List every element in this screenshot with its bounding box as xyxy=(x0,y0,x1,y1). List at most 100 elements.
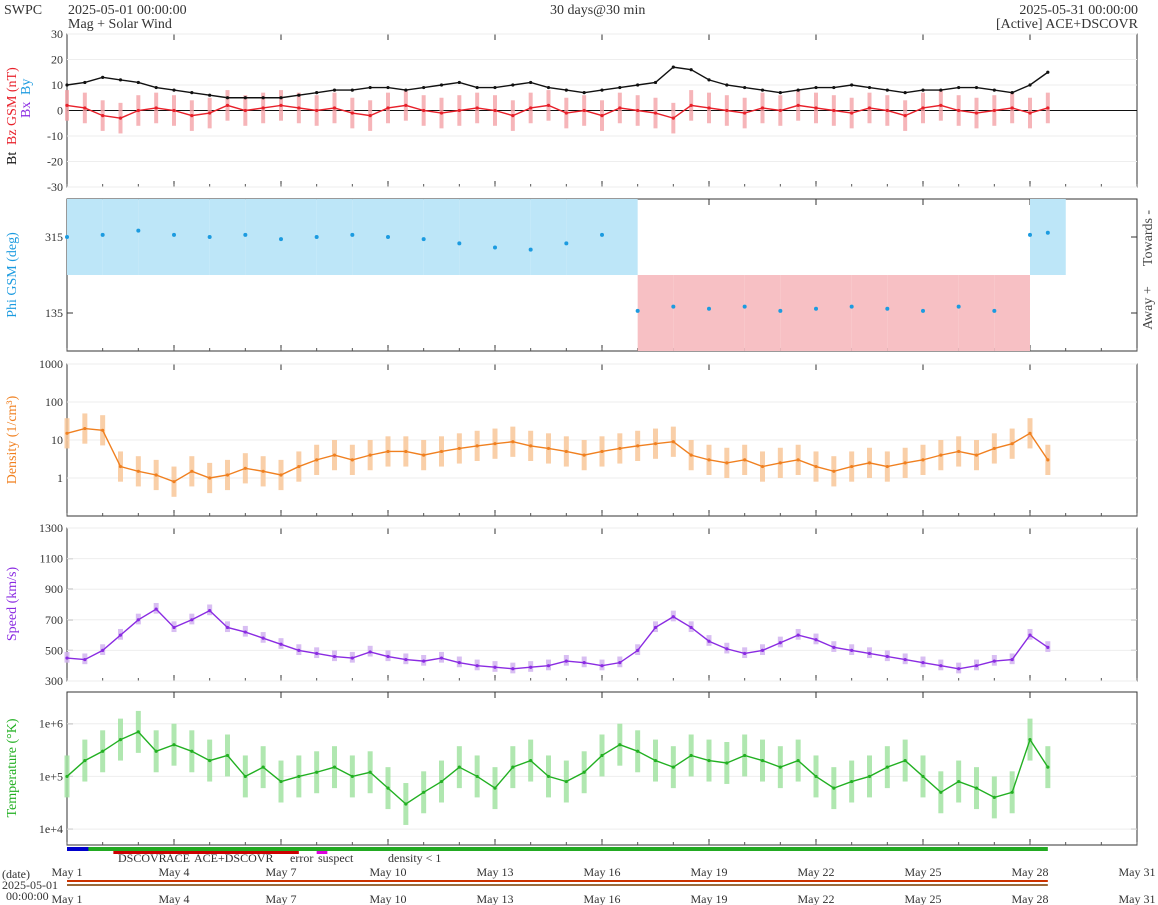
density-point xyxy=(190,469,194,473)
speed-point xyxy=(850,648,854,653)
temp-point xyxy=(368,770,372,774)
bz-point xyxy=(457,108,461,113)
density-point xyxy=(974,453,979,457)
density-point xyxy=(778,461,782,465)
phi-away-band xyxy=(780,275,816,351)
density-point xyxy=(832,469,836,473)
bz-point xyxy=(546,103,551,107)
speed-point xyxy=(636,648,640,653)
speed-point xyxy=(796,633,800,637)
bz-point xyxy=(957,108,961,113)
phi-toward-band xyxy=(174,199,210,275)
bt-point xyxy=(422,85,426,90)
speed-point xyxy=(885,654,889,659)
bz-point xyxy=(404,103,408,107)
phi-point xyxy=(172,232,176,237)
speed-point xyxy=(297,648,301,653)
bz-point xyxy=(618,106,622,110)
legend-ace: ACE xyxy=(166,851,190,865)
density-point xyxy=(957,449,961,454)
x-tick-label: May 4 xyxy=(159,865,190,879)
speed-point xyxy=(1046,645,1050,649)
bz-point xyxy=(350,111,354,115)
bx-label: Bx xyxy=(19,102,34,118)
phi-point xyxy=(493,245,497,250)
temp-point xyxy=(1046,765,1050,769)
temp-point xyxy=(885,765,889,769)
phi-point xyxy=(849,304,854,309)
phi-point xyxy=(992,308,997,313)
y-tick-label: 10 xyxy=(51,78,63,92)
density-point xyxy=(743,458,747,462)
bz-point xyxy=(760,106,765,110)
temp-point xyxy=(832,786,836,790)
density-point xyxy=(511,440,515,444)
speed-point xyxy=(689,625,693,630)
phi-label: Phi GSM (deg) xyxy=(5,232,20,318)
speed-point xyxy=(921,661,925,665)
bz-point xyxy=(101,114,105,118)
y-tick-label: 1000 xyxy=(39,357,63,371)
phi-point xyxy=(707,306,711,311)
density-point xyxy=(368,453,372,457)
y-tick-label: 300 xyxy=(45,674,63,688)
phi-point xyxy=(742,304,747,309)
phi-toward-band xyxy=(602,199,638,275)
speed-point xyxy=(439,656,444,660)
density-point xyxy=(208,476,212,480)
bt-line xyxy=(66,66,1049,99)
speed-point xyxy=(386,654,390,659)
speed-point xyxy=(814,638,818,642)
bt-point xyxy=(1010,91,1014,95)
phi-point xyxy=(778,308,783,313)
bz-point xyxy=(172,108,176,113)
bt-point xyxy=(618,85,622,90)
bt-point xyxy=(707,78,711,82)
start-time: 2025-05-01 00:00:00 xyxy=(68,3,187,18)
temp-point xyxy=(689,753,693,758)
density-point xyxy=(101,428,105,432)
bt-point xyxy=(297,93,301,97)
phi-point xyxy=(457,241,462,246)
phi-point xyxy=(671,304,676,309)
legend-density-flag: density < 1 xyxy=(388,851,441,865)
bt-point xyxy=(671,65,675,69)
towards-label: Towards - xyxy=(1141,210,1156,267)
bz-point xyxy=(600,114,604,118)
temp-point xyxy=(511,765,515,769)
x-tick-label: May 13 xyxy=(477,865,514,879)
bt-point xyxy=(564,88,568,92)
bt-point xyxy=(885,88,889,92)
speed-point xyxy=(778,641,782,645)
bz-point xyxy=(315,108,319,113)
bt-point xyxy=(725,83,729,87)
temp-point xyxy=(743,753,747,758)
density-point xyxy=(261,469,265,473)
phi-toward-band xyxy=(245,199,281,275)
bt-point xyxy=(279,96,283,100)
phi-away-band xyxy=(887,275,923,351)
bt-point xyxy=(1046,70,1050,74)
bz-point xyxy=(386,106,390,110)
speed-point xyxy=(118,633,123,637)
phi-point xyxy=(1045,230,1050,235)
density-point xyxy=(760,464,765,469)
temp-point xyxy=(903,758,907,763)
density-point xyxy=(885,464,889,469)
temp-point xyxy=(760,758,765,763)
bt-point xyxy=(939,88,943,92)
phi-point xyxy=(814,306,818,311)
phi-point xyxy=(1028,232,1032,237)
density-point xyxy=(921,458,925,462)
temp-point xyxy=(546,774,551,779)
temp-point xyxy=(208,758,212,763)
bt-point xyxy=(653,80,658,85)
density-point xyxy=(172,480,176,484)
temp-point xyxy=(939,790,943,794)
phi-point xyxy=(136,228,141,233)
y-tick-label: 135 xyxy=(45,306,63,320)
phi-toward-band xyxy=(281,199,317,275)
speed-point xyxy=(992,659,996,663)
bt-point xyxy=(136,80,140,85)
speed-point xyxy=(867,651,872,656)
